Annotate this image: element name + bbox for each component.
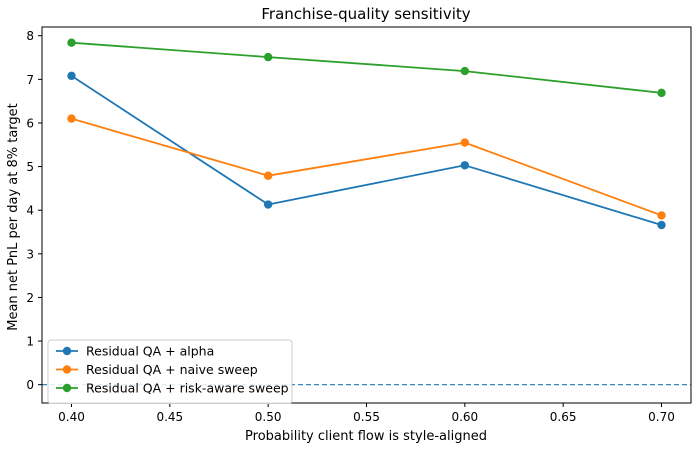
y-tick-label: 5: [26, 160, 34, 174]
x-tick-label: 0.65: [550, 410, 577, 424]
x-axis-label: Probability client flow is style-aligned: [245, 429, 487, 444]
x-tick-label: 0.60: [451, 410, 478, 424]
y-tick-label: 2: [26, 291, 34, 305]
series-3-point: [67, 38, 76, 47]
legend-label-1: Residual QA + alpha: [86, 344, 214, 359]
series-2-point: [460, 138, 470, 147]
series-line-2: [71, 117, 662, 217]
y-tick-label: 3: [26, 247, 34, 261]
series-line-1: [71, 75, 662, 226]
chart-title: Franchise-quality sensitivity: [261, 5, 470, 23]
series-2-point: [263, 171, 273, 180]
y-axis-label: Mean net PnL per day at 8% target: [6, 103, 21, 331]
series-2-point: [67, 114, 76, 123]
series-1-point: [460, 161, 470, 170]
series-3-point: [263, 52, 273, 62]
y-tick-label: 6: [26, 116, 34, 130]
y-tick-label: 8: [26, 29, 34, 43]
x-tick-label: 0.50: [255, 410, 282, 424]
legend-swatch-marker: [62, 365, 72, 374]
y-tick-label: 4: [26, 204, 34, 218]
series-3-point: [657, 88, 666, 98]
legend-swatch-marker: [62, 346, 72, 356]
series-1-point: [657, 220, 666, 230]
legend-label-3: Residual QA + risk-aware sweep: [86, 381, 289, 396]
legend-swatch-marker: [62, 383, 72, 393]
x-tick-label: 0.45: [156, 410, 183, 424]
series-1-point: [263, 200, 273, 209]
x-tick-label: 0.55: [353, 410, 380, 424]
legend-label-2: Residual QA + naive sweep: [86, 362, 258, 377]
y-tick-label: 7: [26, 73, 34, 87]
series-line-3: [71, 41, 662, 94]
y-tick-label: 0: [26, 378, 34, 392]
y-tick-label: 1: [26, 335, 34, 349]
x-tick-label: 0.70: [648, 410, 675, 424]
x-tick-label: 0.40: [58, 410, 85, 424]
plot-area-frame: [41, 26, 692, 404]
series-3-point: [460, 66, 470, 76]
series-1-point: [67, 71, 76, 81]
series-2-point: [657, 211, 666, 220]
legend-box: [47, 339, 293, 404]
